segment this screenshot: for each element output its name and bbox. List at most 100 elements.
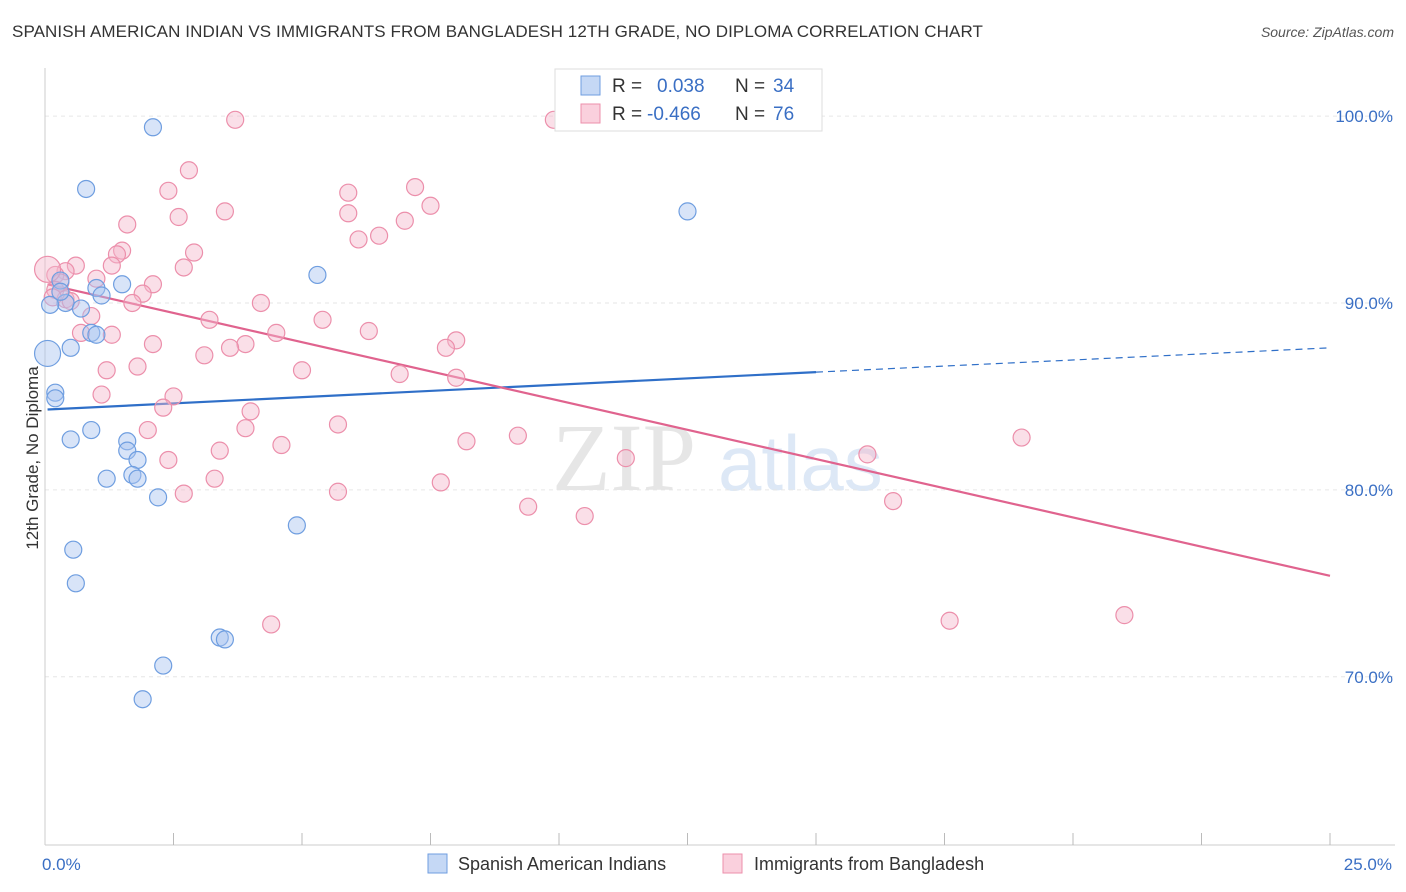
point-immigrants-bangladesh — [138, 420, 157, 440]
point-immigrants-bangladesh — [575, 506, 594, 526]
point-spanish-american-indians — [61, 430, 80, 449]
point-immigrants-bangladesh — [370, 226, 389, 245]
source-credit: Source: ZipAtlas.com — [1260, 24, 1394, 40]
point-immigrants-bangladesh — [457, 432, 476, 451]
point-immigrants-bangladesh — [236, 334, 255, 354]
point-immigrants-bangladesh — [56, 262, 75, 281]
point-immigrants-bangladesh — [215, 202, 234, 221]
point-immigrants-bangladesh — [519, 497, 538, 516]
data-points — [33, 110, 1134, 709]
point-immigrants-bangladesh — [328, 482, 348, 501]
point-immigrants-bangladesh — [133, 284, 152, 303]
point-spanish-american-indians — [82, 420, 101, 440]
legend-swatch-blue — [427, 853, 448, 874]
point-immigrants-bangladesh — [405, 177, 425, 197]
point-spanish-american-indians — [92, 286, 111, 305]
point-immigrants-bangladesh — [447, 368, 466, 387]
point-immigrants-bangladesh — [339, 204, 358, 223]
stats-n-value-1: 34 — [773, 76, 795, 97]
point-immigrants-bangladesh — [508, 426, 527, 445]
point-immigrants-bangladesh — [71, 323, 91, 342]
stats-r-label-2: R = — [612, 104, 642, 125]
point-immigrants-bangladesh — [267, 323, 286, 342]
point-immigrants-bangladesh — [940, 611, 959, 630]
y-tick-label: 80.0% — [1345, 481, 1393, 500]
point-immigrants-bangladesh — [97, 361, 116, 380]
watermark-zip: ZIP — [552, 404, 696, 511]
point-spanish-american-indians — [148, 488, 168, 507]
x-tick-label-max: 25.0% — [1344, 855, 1392, 874]
y-axis-title: 12th Grade, No Diploma — [23, 366, 42, 550]
point-spanish-american-indians — [308, 265, 327, 285]
point-immigrants-bangladesh — [66, 256, 85, 275]
point-immigrants-bangladesh — [447, 331, 466, 350]
stats-legend: R = 0.038 N = 34 R = -0.466 N = 76 — [554, 68, 823, 132]
point-immigrants-bangladesh — [292, 361, 312, 380]
point-spanish-american-indians — [41, 295, 60, 314]
point-immigrants-bangladesh — [262, 615, 281, 634]
point-spanish-american-indians — [287, 516, 306, 535]
point-spanish-american-indians — [112, 275, 132, 294]
point-immigrants-bangladesh — [390, 364, 409, 384]
point-spanish-american-indians — [51, 282, 70, 301]
point-immigrants-bangladesh — [313, 310, 332, 329]
trend-line-immigrants-bangladesh — [47, 283, 1331, 577]
stats-n-value-2: 76 — [773, 104, 794, 125]
point-spanish-american-indians — [77, 179, 96, 199]
point-immigrants-bangladesh — [102, 256, 121, 275]
point-spanish-american-indians — [154, 656, 173, 675]
point-spanish-american-indians — [128, 469, 147, 488]
point-immigrants-bangladesh — [328, 415, 348, 434]
point-immigrants-bangladesh — [220, 338, 240, 357]
stats-n-label-1: N = — [735, 76, 765, 97]
trend-line-spanish-american-indians — [47, 371, 817, 411]
point-spanish-american-indians — [133, 690, 152, 709]
point-spanish-american-indians — [97, 469, 116, 488]
trend-lines — [47, 283, 1331, 577]
point-immigrants-bangladesh — [200, 310, 219, 329]
point-immigrants-bangladesh — [883, 491, 903, 511]
stats-r-value-2: -0.466 — [647, 104, 701, 125]
legend-label-pink: Immigrants from Bangladesh — [754, 854, 984, 874]
y-tick-label: 70.0% — [1345, 668, 1393, 687]
point-immigrants-bangladesh — [339, 183, 358, 202]
point-immigrants-bangladesh — [858, 445, 877, 464]
gridlines — [45, 115, 1395, 678]
trend-line-extension — [815, 347, 1331, 373]
chart-title: SPANISH AMERICAN INDIAN VS IMMIGRANTS FR… — [12, 22, 983, 41]
bottom-legend: Spanish American Indians Immigrants from… — [427, 853, 984, 874]
point-immigrants-bangladesh — [236, 419, 255, 438]
point-immigrants-bangladesh — [272, 435, 291, 455]
point-immigrants-bangladesh — [143, 334, 163, 354]
point-immigrants-bangladesh — [159, 181, 178, 200]
point-immigrants-bangladesh — [169, 207, 188, 227]
point-spanish-american-indians — [46, 383, 65, 402]
point-immigrants-bangladesh — [118, 215, 137, 234]
point-immigrants-bangladesh — [143, 275, 163, 294]
legend-label-blue: Spanish American Indians — [458, 854, 666, 874]
stats-r-value-1: 0.038 — [657, 76, 705, 97]
point-immigrants-bangladesh — [395, 211, 414, 230]
point-immigrants-bangladesh — [87, 269, 106, 288]
point-immigrants-bangladesh — [179, 161, 199, 180]
stats-swatch-pink — [580, 103, 601, 124]
point-spanish-american-indians — [678, 202, 697, 221]
point-immigrants-bangladesh — [184, 243, 204, 262]
stats-r-label-1: R = — [612, 76, 642, 97]
point-spanish-american-indians — [61, 338, 80, 357]
point-immigrants-bangladesh — [159, 450, 178, 470]
point-immigrants-bangladesh — [102, 325, 121, 344]
stats-swatch-blue — [580, 75, 601, 96]
point-immigrants-bangladesh — [210, 441, 229, 460]
point-immigrants-bangladesh — [92, 385, 111, 404]
watermark-atlas: atlas — [718, 419, 883, 507]
point-immigrants-bangladesh — [123, 293, 142, 313]
point-immigrants-bangladesh — [174, 484, 193, 503]
y-tick-label: 100.0% — [1335, 107, 1393, 126]
point-immigrants-bangladesh — [128, 357, 147, 376]
point-immigrants-bangladesh — [205, 469, 224, 488]
point-immigrants-bangladesh — [616, 449, 635, 468]
y-tick-label: 90.0% — [1345, 294, 1393, 313]
point-immigrants-bangladesh — [1115, 606, 1134, 625]
point-spanish-american-indians — [215, 630, 234, 649]
